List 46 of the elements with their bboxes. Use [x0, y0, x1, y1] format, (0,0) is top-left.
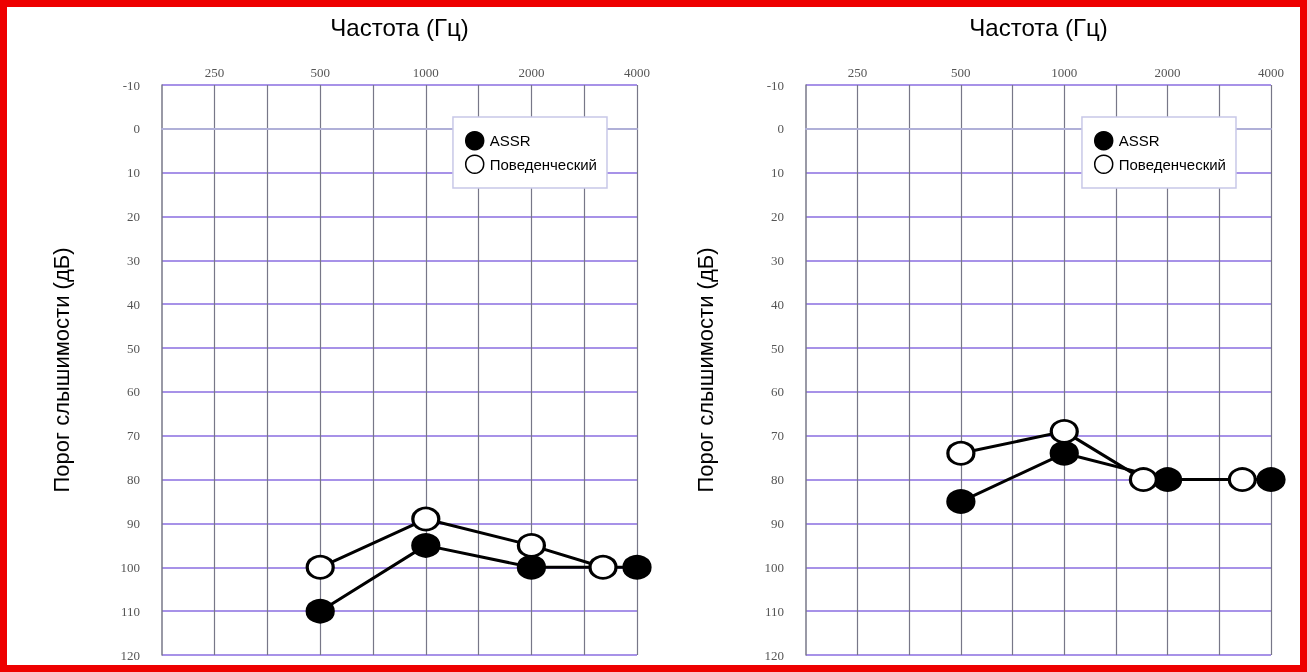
- y-tick-label: 120: [120, 647, 140, 663]
- y-tick-label: 30: [771, 252, 784, 268]
- y-tick-label: 90: [127, 515, 140, 531]
- y-tick-label: 0: [133, 121, 140, 137]
- x-tick-label: 4000: [624, 65, 650, 80]
- y-tick-label: 80: [771, 472, 784, 488]
- x-tick-label: 1000: [1051, 65, 1078, 80]
- y-tick-label: 40: [127, 296, 140, 312]
- legend-label: ASSR: [489, 132, 531, 150]
- y-tick-label: 100: [120, 559, 140, 575]
- x-axis-title: Частота (Гц): [330, 13, 469, 41]
- x-tick-label: 250: [204, 65, 225, 80]
- y-tick-label: 60: [771, 384, 784, 400]
- x-tick-label: 500: [951, 65, 971, 80]
- y-axis-title: Порог слышимости (дБ): [48, 247, 74, 493]
- y-tick-label: 70: [127, 428, 140, 444]
- x-tick-label: 500: [310, 65, 330, 80]
- legend-label: ASSR: [1118, 132, 1160, 150]
- x-axis-title: Частота (Гц): [969, 13, 1108, 41]
- y-tick-label: 100: [764, 559, 784, 575]
- y-tick-label: 10: [127, 165, 140, 181]
- x-tick-label: 4000: [1258, 65, 1284, 80]
- y-tick-label: 20: [127, 209, 140, 225]
- y-tick-label: 60: [127, 384, 140, 400]
- y-tick-label: 120: [764, 647, 784, 663]
- legend-label: Поведенческий: [489, 155, 597, 173]
- y-tick-label: 40: [771, 296, 784, 312]
- y-tick-label: 10: [771, 165, 784, 181]
- y-tick-label: 0: [777, 121, 784, 137]
- y-tick-label: 50: [127, 340, 140, 356]
- x-tick-label: 1000: [412, 65, 439, 80]
- legend-label: Поведенческий: [1118, 155, 1226, 173]
- y-tick-label: -10: [122, 77, 140, 93]
- x-tick-label: 250: [847, 65, 868, 80]
- y-tick-label: 30: [127, 252, 140, 268]
- y-tick-label: 70: [771, 428, 784, 444]
- y-tick-label: 20: [771, 209, 784, 225]
- x-tick-label: 2000: [518, 65, 545, 80]
- x-tick-label: 2000: [1154, 65, 1181, 80]
- y-tick-label: -10: [766, 77, 784, 93]
- y-tick-label: 50: [771, 340, 784, 356]
- y-tick-label: 110: [764, 603, 784, 619]
- y-tick-label: 110: [120, 603, 140, 619]
- y-tick-label: 80: [127, 472, 140, 488]
- y-tick-label: 90: [771, 515, 784, 531]
- y-axis-title: Порог слышимости (дБ): [692, 247, 718, 493]
